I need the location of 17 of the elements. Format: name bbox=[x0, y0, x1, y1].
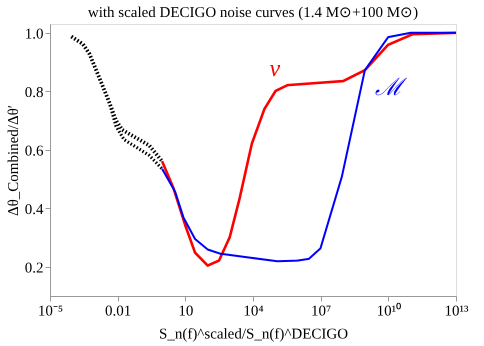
y-axis-title: Δθ_Combined/Δθ′ bbox=[6, 104, 22, 216]
x-axis-title: S_n(f)^scaled/S_n(f)^DECIGO bbox=[158, 326, 348, 342]
x-tick-label: 10⁷ bbox=[311, 304, 332, 320]
x-tick-label: 10¹⁰ bbox=[376, 302, 402, 320]
y-tick-label: 0.4 bbox=[24, 202, 44, 218]
x-tick-label: 0.01 bbox=[105, 304, 132, 320]
y-tick-label: 0.6 bbox=[24, 143, 44, 160]
y-tick-label: 1.0 bbox=[24, 26, 44, 42]
chart-title: with scaled DECIGO noise curves (1.4 M⊙+100 M⊙) bbox=[88, 5, 418, 21]
x-tick-label: 10⁴ bbox=[243, 304, 264, 320]
y-tick-label: 0.2 bbox=[24, 260, 44, 276]
x-tick-label: 10⁻⁵ bbox=[38, 304, 64, 320]
series-label: ν bbox=[270, 56, 281, 82]
x-tick-label: 10¹³ bbox=[444, 304, 469, 320]
y-tick-label: 0.8 bbox=[24, 84, 44, 101]
series-label: ℳ bbox=[374, 75, 407, 102]
x-tick-label: 10 bbox=[178, 304, 194, 320]
